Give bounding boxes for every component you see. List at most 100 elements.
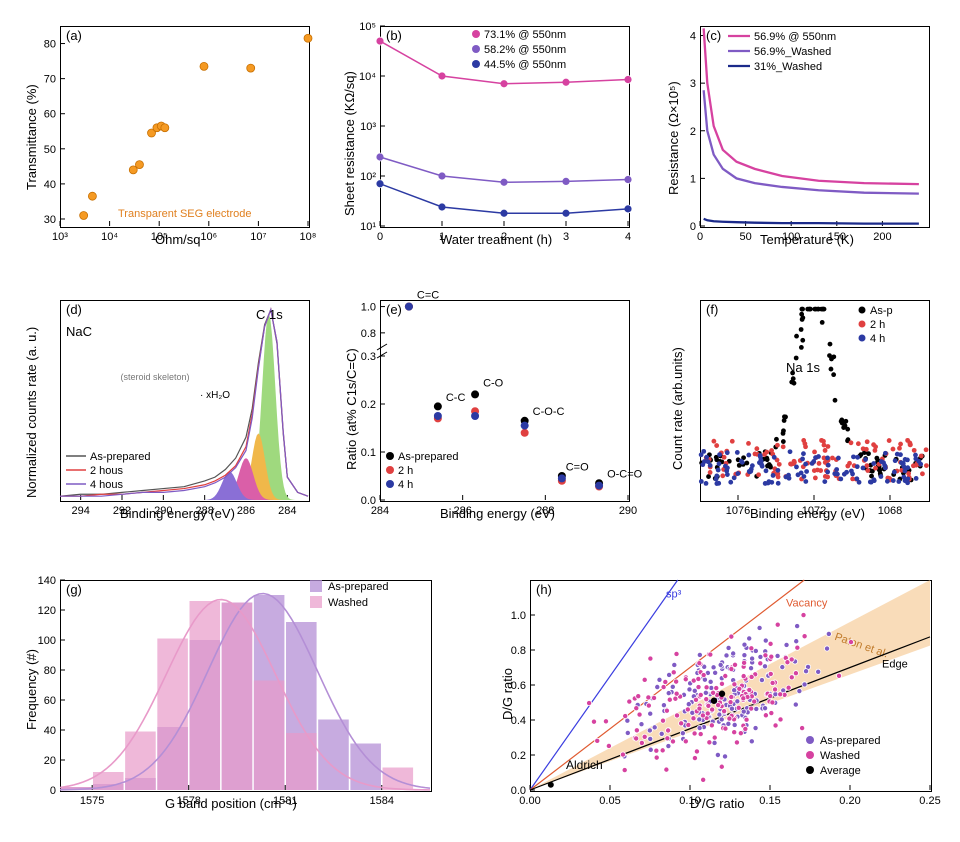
ylabel-a: Transmittance (%)	[24, 84, 39, 190]
svg-text:10²: 10²	[360, 171, 376, 183]
svg-text:60: 60	[44, 109, 56, 121]
svg-text:10⁴: 10⁴	[101, 231, 118, 243]
svg-text:3: 3	[563, 231, 569, 243]
svg-text:4: 4	[690, 31, 696, 43]
label-d: (d)	[66, 302, 82, 317]
svg-text:Edge: Edge	[882, 659, 908, 671]
svg-text:0.2: 0.2	[361, 399, 376, 411]
label-g: (g)	[66, 582, 82, 597]
label-e: (e)	[386, 302, 402, 317]
label-h: (h)	[536, 582, 552, 597]
xlabel-g: G band position (cm⁻¹)	[165, 796, 297, 812]
ylabel-g: Frequency (#)	[24, 649, 39, 730]
ylabel-c: Resistance (Ω×10⁵)	[666, 81, 681, 195]
svg-text:1575: 1575	[80, 795, 104, 807]
label-b: (b)	[386, 28, 402, 43]
svg-text:0.0: 0.0	[511, 785, 526, 797]
svg-text:4 h: 4 h	[398, 479, 413, 491]
svg-text:As-prepared: As-prepared	[820, 735, 881, 747]
svg-text:Washed: Washed	[820, 750, 860, 762]
ylabel-h: D/G ratio	[500, 668, 515, 720]
svg-text:10⁵: 10⁵	[359, 21, 376, 33]
svg-text:290: 290	[619, 505, 637, 517]
svg-text:80: 80	[44, 39, 56, 51]
svg-text:294: 294	[71, 505, 89, 517]
svg-text:1584: 1584	[369, 795, 393, 807]
svg-text:0.2: 0.2	[511, 750, 526, 762]
svg-text:73.1% @ 550nm: 73.1% @ 550nm	[484, 29, 566, 41]
svg-text:C=O: C=O	[566, 461, 589, 473]
xlabel-h: D'/G ratio	[690, 796, 745, 811]
svg-text:56.9%_Washed: 56.9%_Washed	[754, 46, 831, 58]
svg-text:0: 0	[690, 221, 696, 233]
svg-text:56.9% @ 550nm: 56.9% @ 550nm	[754, 31, 836, 43]
note-a: Transparent SEG electrode	[118, 208, 252, 220]
svg-text:C-O-C: C-O-C	[533, 406, 565, 418]
svg-text:As-prepared: As-prepared	[90, 451, 151, 463]
svg-text:0.25: 0.25	[919, 795, 940, 807]
svg-text:4: 4	[625, 231, 631, 243]
svg-text:0.15: 0.15	[759, 795, 780, 807]
label-f: (f)	[706, 302, 718, 317]
svg-text:1076: 1076	[726, 505, 750, 517]
svg-text:O-C=O: O-C=O	[607, 469, 643, 481]
svg-text:2 h: 2 h	[870, 319, 885, 331]
svg-text:100: 100	[38, 635, 56, 647]
svg-text:· xH₂O: · xH₂O	[200, 390, 230, 401]
xlabel-b: Water treatment (h)	[440, 232, 552, 247]
svg-text:4 hous: 4 hous	[90, 479, 124, 491]
svg-text:2 hous: 2 hous	[90, 465, 124, 477]
svg-text:1.0: 1.0	[511, 610, 526, 622]
svg-text:50: 50	[44, 144, 56, 156]
chart-svg: 10³10⁴10⁵10⁶10⁷10⁸3040506070800123410¹10…	[0, 0, 960, 842]
svg-text:140: 140	[38, 575, 56, 587]
svg-text:40: 40	[44, 179, 56, 191]
svg-text:0: 0	[50, 785, 56, 797]
svg-text:As-p: As-p	[870, 305, 893, 317]
svg-text:C-C: C-C	[446, 392, 466, 404]
svg-text:0.1: 0.1	[361, 447, 376, 459]
ylabel-e: Ratio (at% C1s/C=C)	[344, 348, 359, 470]
svg-text:284: 284	[278, 505, 296, 517]
xlabel-d: Binding energy (eV)	[120, 506, 235, 521]
peak-d: C 1s	[256, 307, 283, 322]
svg-text:60: 60	[44, 695, 56, 707]
ylabel-d: Normalized counts rate (a. u.)	[24, 327, 39, 498]
svg-text:0.3: 0.3	[361, 351, 376, 363]
xlabel-a: Ohm/sq	[155, 232, 201, 247]
svg-text:sp³: sp³	[666, 589, 682, 601]
svg-text:0.05: 0.05	[599, 795, 620, 807]
peak-f: Na 1s	[786, 360, 820, 375]
svg-text:30: 30	[44, 214, 56, 226]
svg-text:0.20: 0.20	[839, 795, 860, 807]
svg-text:0: 0	[697, 231, 703, 243]
svg-text:2: 2	[690, 126, 696, 138]
svg-text:10³: 10³	[52, 231, 68, 243]
svg-text:As-prepared: As-prepared	[328, 581, 389, 593]
svg-text:10³: 10³	[360, 121, 376, 133]
svg-text:10⁷: 10⁷	[250, 231, 266, 243]
xlabel-f: Binding energy (eV)	[750, 506, 865, 521]
molecule-caption: NaC	[66, 324, 92, 339]
svg-text:As-prepared: As-prepared	[398, 451, 459, 463]
svg-text:C=C: C=C	[417, 290, 439, 302]
ylabel-f: Count rate (arb.units)	[670, 347, 685, 470]
svg-text:0.0: 0.0	[361, 495, 376, 507]
svg-text:50: 50	[739, 231, 751, 243]
svg-text:1: 1	[690, 173, 696, 185]
svg-text:4 h: 4 h	[870, 333, 885, 345]
svg-text:(steroid skeleton): (steroid skeleton)	[120, 372, 189, 382]
svg-text:286: 286	[237, 505, 255, 517]
svg-text:Washed: Washed	[328, 597, 368, 609]
svg-text:70: 70	[44, 74, 56, 86]
ylabel-b: Sheet resistance (KΩ/sq)	[342, 71, 357, 216]
xlabel-c: Temperature (K)	[760, 232, 854, 247]
svg-text:44.5% @ 550nm: 44.5% @ 550nm	[484, 59, 566, 71]
label-a: (a)	[66, 28, 82, 43]
svg-text:10⁸: 10⁸	[300, 231, 317, 243]
xlabel-e: Binding energy (eV)	[440, 506, 555, 521]
svg-text:Vacancy: Vacancy	[786, 597, 828, 609]
label-c: (c)	[706, 28, 721, 43]
svg-text:20: 20	[44, 755, 56, 767]
svg-text:40: 40	[44, 725, 56, 737]
